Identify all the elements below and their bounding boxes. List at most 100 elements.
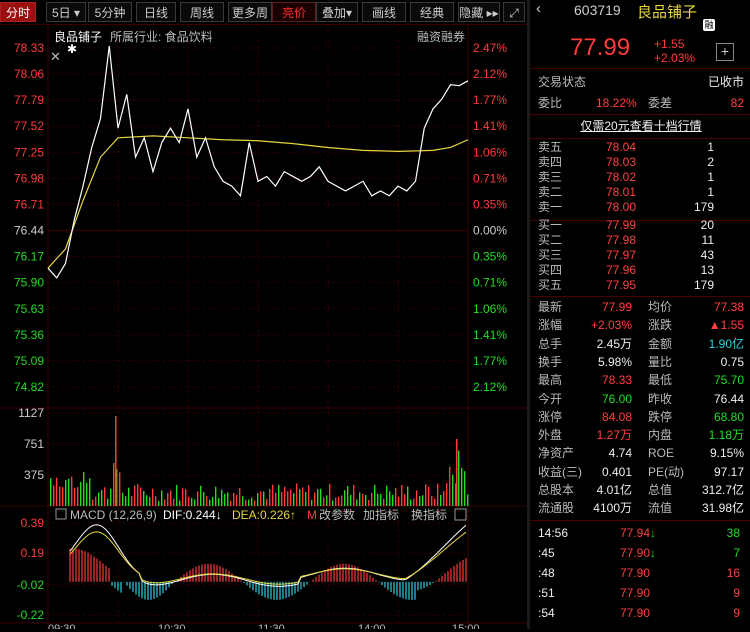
volume-bar <box>158 500 160 506</box>
tick-price: 77.94↓ <box>620 526 657 540</box>
ask-label: 卖五 <box>538 140 563 154</box>
ask-price: 78.01 <box>606 185 637 199</box>
dif-label: DIF:0.244↓ <box>163 508 222 522</box>
volume-bar <box>428 486 430 506</box>
fullscreen-icon[interactable]: ⤢ <box>503 2 525 22</box>
weibi-value: 18.22% <box>596 96 637 110</box>
tab-intraday[interactable]: 分时 <box>0 2 36 22</box>
bid-label: 买五 <box>538 278 563 292</box>
volume-tick-label: 1127 <box>18 406 44 420</box>
param-button: 改参数 <box>319 507 355 522</box>
stat-value: 75.70 <box>713 373 744 388</box>
avg-price-line <box>47 135 469 269</box>
intraday-chart[interactable]: 78.33 2.47% 78.06 2.12% 77.79 1.77% 77.52 1.41%… <box>0 25 527 632</box>
tab-classic[interactable]: 经典 <box>410 2 454 22</box>
volume-bar <box>65 479 67 506</box>
tab-5min[interactable]: 5分钟 <box>88 2 132 22</box>
bid-label: 买一 <box>538 218 563 232</box>
volume-bar <box>59 486 61 506</box>
pct-tick-label: 2.12% <box>473 380 507 394</box>
volume-bar <box>362 493 364 506</box>
tab-weekly[interactable]: 周线 <box>180 2 224 22</box>
stats-row: 涨停 84.08 跌停 68.80 <box>538 408 744 426</box>
volume-bar <box>107 498 109 506</box>
tab-hide[interactable]: 隐藏 ▸▸ <box>458 2 500 22</box>
tab-daily[interactable]: 日线 <box>136 2 176 22</box>
volume-bar <box>356 499 358 506</box>
volume-bar <box>329 483 331 506</box>
volume-bar <box>299 489 301 506</box>
ten-level-link[interactable]: 仅需20元查看十档行情 <box>580 119 702 133</box>
volume-bar <box>260 491 262 506</box>
volume-bar <box>218 498 220 506</box>
volume-bar <box>164 499 166 506</box>
stat-value: 77.38 <box>713 300 744 314</box>
volume-bar <box>395 487 397 506</box>
bid-volume: 11 <box>701 233 714 247</box>
stat-value: 97.17 <box>713 464 744 479</box>
volume-bar <box>152 488 154 506</box>
tick-volume: 38 <box>726 526 740 540</box>
volume-bar <box>116 469 118 506</box>
volume-bar <box>119 472 121 506</box>
volume-bar <box>200 485 202 506</box>
volume-bar <box>434 498 436 506</box>
stat-value: 4.01亿 <box>596 483 632 497</box>
volume-bar <box>149 497 151 506</box>
pct-tick-label: 2.47% <box>473 41 507 55</box>
price-tick-label: 76.44 <box>14 224 44 238</box>
stock-name: 良品铺子 <box>637 4 698 21</box>
tab-overlay[interactable]: 叠加▾ <box>316 2 358 22</box>
volume-bar <box>209 499 211 506</box>
back-arrow-icon[interactable]: ‹ <box>536 0 541 17</box>
volume-bar <box>464 471 466 506</box>
bid-label: 买二 <box>538 233 563 247</box>
tab-draw-line[interactable]: 画线 <box>362 2 406 22</box>
ask-price: 78.02 <box>606 170 637 184</box>
stat-label: 流通股 <box>538 501 575 516</box>
volume-bar <box>272 484 274 506</box>
macd-tick-label: -0.02 <box>17 578 45 592</box>
stat-value: 4.74 <box>608 446 632 461</box>
stats-row: 最新 77.99 均价 77.38 <box>538 298 744 316</box>
volume-bar <box>74 487 76 506</box>
bid-price: 77.95 <box>606 278 637 292</box>
stats-row: 今开 76.00 昨收 76.44 <box>538 390 744 408</box>
tab-5day[interactable]: 5日 ▾ <box>46 2 86 22</box>
volume-bar <box>305 491 307 506</box>
price-tick-label: 75.90 <box>14 276 44 290</box>
quote-panel: ‹ 603719 良品铺子 融 77.99 +1.55 +2.03% + 交易状… <box>530 0 750 629</box>
volume-bar <box>404 494 406 506</box>
volume-bar <box>383 498 385 506</box>
add-watchlist-icon[interactable]: + <box>716 43 734 61</box>
volume-bar <box>62 487 64 506</box>
macd-tick-label: 0.19 <box>21 546 45 560</box>
volume-bar <box>122 492 124 506</box>
volume-bar <box>281 492 283 506</box>
stat-label: 涨跌 <box>648 318 673 333</box>
add-indicator-button: 加指标 <box>363 507 399 522</box>
volume-bar <box>170 490 172 506</box>
volume-bar <box>227 492 229 506</box>
panel-divider[interactable] <box>527 0 530 629</box>
stat-value: 78.33 <box>601 373 632 388</box>
volume-bar <box>365 495 367 506</box>
volume-bar <box>77 487 79 506</box>
tab-more-periods[interactable]: 更多周 <box>228 2 272 22</box>
stat-label: 量比 <box>648 354 673 369</box>
stat-value: 1.18万 <box>708 428 744 443</box>
ask-volume: 2 <box>707 155 714 169</box>
volume-bar <box>446 483 448 506</box>
stats-row: 总手 2.45万 金额 1.90亿 <box>538 335 744 353</box>
volume-bar <box>278 485 280 506</box>
tick-price: 77.90 <box>620 606 651 620</box>
tick-time: 14:56 <box>538 526 569 540</box>
volume-bar <box>308 485 310 506</box>
volume-bar <box>86 482 88 506</box>
volume-bar <box>95 496 97 506</box>
stat-value: 9.15% <box>709 446 744 461</box>
volume-bar <box>422 495 424 506</box>
tab-bright-price[interactable]: 亮价 <box>272 2 316 22</box>
stat-value: 84.08 <box>601 409 632 424</box>
stat-label: 总手 <box>538 336 563 351</box>
